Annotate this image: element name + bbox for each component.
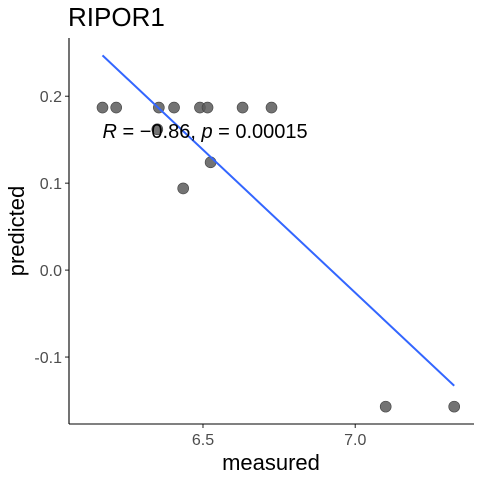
regression-line — [102, 55, 454, 385]
x-axis-title: measured — [222, 450, 320, 475]
chart-title: RIPOR1 — [68, 2, 165, 32]
data-point — [111, 102, 122, 113]
y-axis-ticks: -0.1 0.0 0.1 0.2 — [34, 89, 69, 367]
p-symbol: p — [200, 121, 212, 143]
correlation-annotation: R = −0.86, p = 0.00015 — [102, 121, 307, 143]
data-point — [237, 102, 248, 113]
data-point — [380, 401, 391, 412]
r-symbol: R — [102, 121, 116, 143]
data-point — [449, 401, 460, 412]
data-point — [97, 102, 108, 113]
r-value: = −0.86, — [117, 121, 202, 143]
y-tick-label: 0.0 — [40, 263, 62, 280]
data-point — [266, 102, 277, 113]
x-tick-label: 6.5 — [192, 432, 214, 449]
y-tick-label: 0.1 — [40, 176, 62, 193]
data-point — [178, 183, 189, 194]
x-axis-ticks: 6.5 7.0 — [192, 424, 367, 449]
x-tick-label: 7.0 — [344, 432, 366, 449]
data-point — [205, 157, 216, 168]
data-point — [202, 102, 213, 113]
y-tick-label: 0.2 — [40, 89, 62, 106]
data-point — [169, 102, 180, 113]
p-value: = 0.00015 — [213, 121, 308, 143]
y-axis-title: predicted — [4, 186, 29, 277]
y-tick-label: -0.1 — [34, 350, 62, 367]
data-points — [97, 102, 460, 412]
